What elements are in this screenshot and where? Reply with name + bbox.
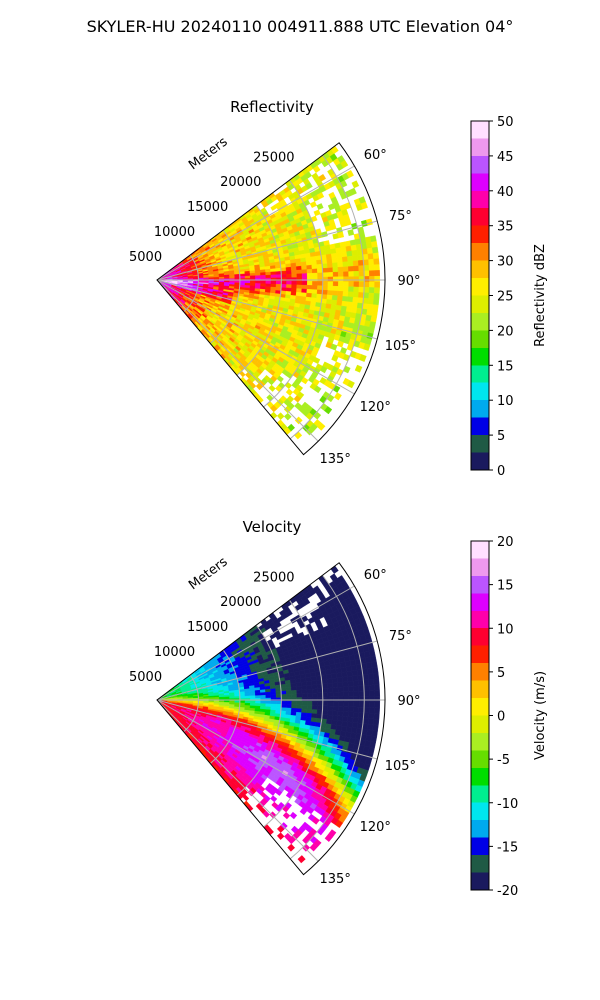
- angle-tick-label: 75°: [389, 209, 412, 224]
- colorbar-tick-label: 20: [497, 324, 514, 339]
- sector-frame: [156, 562, 386, 876]
- range-tick-label: 5000: [129, 670, 162, 685]
- azimuth-gridline: [156, 699, 355, 815]
- angle-tick-label: 120°: [360, 400, 391, 415]
- range-ring: [209, 649, 241, 764]
- sector-frame: [156, 142, 386, 456]
- angle-tick-label: 60°: [364, 148, 387, 163]
- colorbar-tick-label: 20: [497, 535, 514, 550]
- colorbar-tick-label: -10: [497, 797, 518, 812]
- azimuth-gridline: [156, 220, 378, 281]
- angle-tick-label: 135°: [320, 452, 351, 467]
- colorbar-tick-label: 25: [497, 290, 514, 305]
- velocity-panel: Velocity 5000 10000 15000 20000 25000 Meters 6…: [129, 518, 548, 899]
- colorbar-label: Velocity (m/s): [533, 671, 548, 760]
- colorbar-tick-label: 10: [497, 622, 514, 637]
- range-ring: [183, 254, 199, 313]
- range-ring: [263, 179, 324, 408]
- angle-tick-label: 135°: [320, 872, 351, 887]
- azimuth-gridline: [156, 279, 319, 442]
- colorbar-tick-label: 15: [497, 359, 514, 374]
- figure-suptitle: SKYLER-HU 20240110 004911.888 UTC Elevat…: [87, 17, 514, 36]
- velocity-sector-plot: 5000 10000 15000 20000 25000 Meters 60° 75° 90° 1…: [129, 554, 421, 887]
- colorbar-tick-label: 5: [497, 429, 505, 444]
- azimuth-gridline: [156, 279, 355, 395]
- angle-tick-label: 90°: [397, 274, 420, 289]
- reflectivity-sector-plot: 5000 10000 15000 20000 25000 Meters 60° 75° 90° 1…: [129, 134, 421, 467]
- range-ring: [236, 624, 282, 796]
- range-ring: [183, 674, 199, 733]
- colorbar-tick-label: 10: [497, 394, 514, 409]
- angle-tick-label: 60°: [364, 568, 387, 583]
- colorbar-tick-label: -20: [497, 884, 518, 899]
- range-axis-label: Meters: [186, 134, 231, 173]
- azimuth-gridline: [156, 640, 378, 701]
- range-axis-label: Meters: [186, 554, 231, 593]
- range-rings: [183, 574, 365, 860]
- reflectivity-colorbar: 0 5 10 15 20 25 30 35 40 45 50 Reflectivity dBZ: [470, 115, 548, 479]
- angle-tick-label: 105°: [385, 759, 416, 774]
- range-tick-label: 15000: [187, 620, 228, 635]
- range-tick-label: 15000: [187, 200, 228, 215]
- range-ring: [209, 229, 241, 344]
- range-ring: [263, 599, 324, 828]
- azimuth-gridline: [156, 699, 378, 760]
- range-tick-label: 5000: [129, 250, 162, 265]
- velocity-field: [156, 565, 381, 864]
- range-rings: [183, 154, 365, 440]
- angle-tick-label: 75°: [389, 629, 412, 644]
- azimuth-gridline: [156, 585, 355, 701]
- velocity-title: Velocity: [243, 518, 302, 536]
- range-tick-label: 10000: [154, 225, 195, 240]
- colorbar-tick-label: 45: [497, 150, 514, 165]
- range-tick-label: 10000: [154, 645, 195, 660]
- colorbar-tick-label: 50: [497, 115, 514, 130]
- colorbar-tick-label: 40: [497, 185, 514, 200]
- colorbar-scale: [470, 540, 490, 891]
- range-ring: [289, 154, 365, 440]
- colorbar-tick-label: 0: [497, 710, 505, 725]
- colorbar-tick-label: -15: [497, 840, 518, 855]
- colorbar-tick-label: 0: [497, 464, 505, 479]
- angle-tick-label: 120°: [360, 820, 391, 835]
- colorbar-label: Reflectivity dBZ: [533, 244, 548, 347]
- velocity-colorbar: -20 -15 -10 -5 0 5 10 15 20 Velocity (m/s): [470, 535, 548, 899]
- range-ring: [236, 204, 282, 376]
- azimuth-gridline: [156, 699, 319, 862]
- reflectivity-field: [156, 145, 381, 440]
- colorbar-tick-label: 15: [497, 579, 514, 594]
- range-tick-label: 20000: [220, 175, 261, 190]
- colorbar-tick-label: 30: [497, 255, 514, 270]
- range-tick-label: 25000: [253, 570, 294, 585]
- reflectivity-panel: Reflectivity 5000 10000 15000 20000 25000 Met…: [129, 98, 548, 479]
- azimuth-gridline: [156, 165, 355, 281]
- range-tick-label: 25000: [253, 150, 294, 165]
- angle-tick-label: 90°: [397, 694, 420, 709]
- colorbar-tick-label: 35: [497, 220, 514, 235]
- angle-tick-label: 105°: [385, 339, 416, 354]
- colorbar-tick-label: 5: [497, 666, 505, 681]
- range-ring: [289, 574, 365, 860]
- range-tick-label: 20000: [220, 595, 261, 610]
- azimuth-gridline: [156, 279, 378, 340]
- colorbar-tick-label: -5: [497, 753, 510, 768]
- reflectivity-title: Reflectivity: [230, 98, 314, 116]
- colorbar-scale: [470, 120, 490, 471]
